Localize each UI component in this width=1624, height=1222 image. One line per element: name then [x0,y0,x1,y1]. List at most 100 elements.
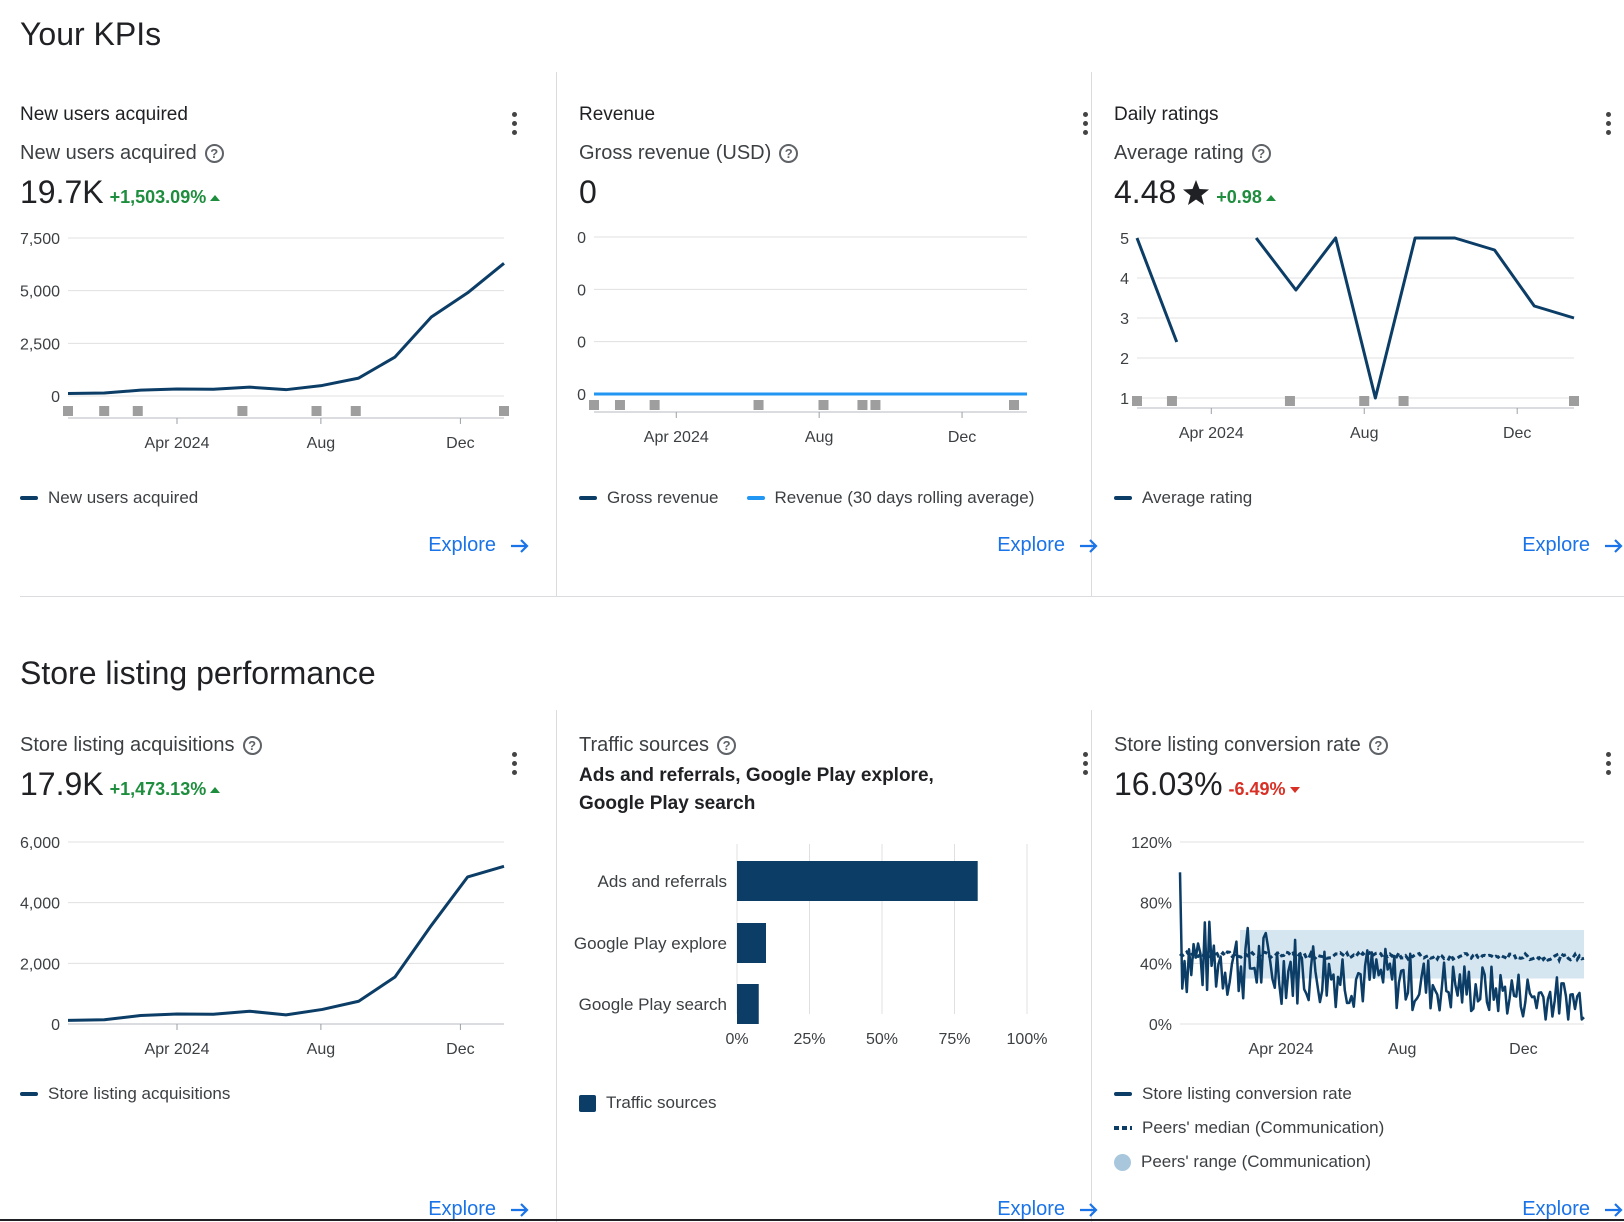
y-tick-label: 0 [51,389,60,406]
explore-link[interactable]: Explore [428,1198,530,1221]
metric-delta: +1,503.09% [110,187,221,208]
explore-label: Explore [997,1198,1065,1220]
chart-legend: Store listing conversion rate Peers' med… [1114,1084,1384,1172]
x-tick-label: Apr 2024 [145,435,210,452]
metric-value: 4.48 [1114,174,1177,210]
more-options-icon[interactable] [512,752,518,775]
card-traffic: Traffic sources ? Ads and referrals, Goo… [574,732,1099,1222]
y-tick-label: 6,000 [20,835,60,852]
arrow-right-icon [511,538,529,553]
divider [0,1219,1624,1221]
metric-label: Traffic sources ? [579,734,737,757]
metric-label: Store listing acquisitions ? [20,734,262,757]
metric-value: 0 [579,174,597,210]
ratings-chart: 5 4 3 2 1 Apr 2024 Aug Dec [1120,231,1579,442]
explore-link[interactable]: Explore [997,1198,1099,1221]
arrow-right-icon [511,1202,529,1217]
legend-item: Average rating [1114,488,1252,508]
annotation-marker [1009,400,1020,410]
card-title: Revenue [579,104,656,125]
metric-delta: +0.98 [1216,187,1276,208]
chart-legend: Traffic sources [579,1093,717,1113]
legend-item: Store listing conversion rate [1114,1084,1352,1104]
more-options-icon[interactable] [1606,112,1612,135]
metric-label: Store listing conversion rate ? [1114,734,1388,757]
x-tick-label: Apr 2024 [1249,1041,1314,1058]
legend-circle-icon [1114,1153,1131,1171]
help-icon[interactable]: ? [717,736,737,755]
x-tick-label: Apr 2024 [644,429,709,446]
y-tick-label: 80% [1140,896,1172,913]
explore-label: Explore [997,534,1065,556]
help-icon[interactable]: ? [779,144,799,163]
more-options-icon[interactable] [512,112,518,135]
metric-value-row: 16.03% -6.49% [1114,766,1300,803]
help-icon[interactable]: ? [1251,144,1271,163]
x-tick-label: Aug [1350,425,1378,442]
more-options-icon[interactable] [1606,752,1612,775]
annotation-marker [1132,396,1142,406]
y-tick-label: 120% [1131,835,1172,852]
help-icon[interactable]: ? [204,144,224,163]
annotation-marker [350,406,361,416]
chart-legend: Store listing acquisitions [20,1084,230,1104]
chart-legend: New users acquired [20,488,198,508]
annotation-marker [237,406,248,416]
legend-line-icon [20,496,38,500]
peers-median-line [1179,948,1585,965]
y-tick-label: 5 [1120,231,1129,248]
annotation-marker [649,400,660,410]
more-options-icon[interactable] [1083,752,1089,775]
legend-label: Revenue (30 days rolling average) [774,488,1035,507]
legend-item: Peers' median (Communication) [1114,1118,1384,1138]
help-icon[interactable]: ? [1368,736,1388,755]
metric-label-text: Traffic sources [579,734,710,756]
annotation-marker [589,400,599,410]
x-tick-label: Dec [1503,425,1531,442]
legend-line-icon [1114,496,1132,500]
help-icon[interactable]: ? [242,736,262,755]
legend-dotted-line-icon [1114,1126,1132,1130]
x-tick-label: Aug [805,429,833,446]
arrow-right-icon [1080,1202,1098,1217]
y-tick-label: 0 [577,387,586,404]
arrow-right-icon [1605,538,1623,553]
metric-label-text: Store listing conversion rate [1114,734,1361,756]
explore-link[interactable]: Explore [428,534,530,557]
metric-label: Average rating ? [1114,142,1271,165]
annotation-marker [1359,396,1370,406]
annotation-marker [1569,396,1579,406]
y-tick-label: 0 [577,335,586,352]
series-line [1135,237,1179,343]
y-tick-label: 4,000 [20,896,60,913]
y-tick-label: 2 [1120,351,1129,368]
explore-link[interactable]: Explore [1522,534,1624,557]
x-tick-label: Aug [307,1041,335,1058]
annotation-marker [99,406,110,416]
more-options-icon[interactable] [1083,112,1089,135]
acquisitions-chart: 6,000 4,000 2,000 0 Apr 2024 Aug Dec [20,835,505,1058]
card-new-users: New users acquired New users acquired ? … [20,104,540,564]
conversion-chart: 120% 80% 40% 0% Apr 2024 Aug Dec [1131,835,1585,1058]
legend-line-icon [1114,1092,1132,1096]
metric-value-row: 0 [579,174,597,211]
card-revenue: Revenue Gross revenue (USD) ? 0 0 0 0 0 Apr … [577,104,1099,564]
annotation-marker [1398,396,1409,406]
star-icon [1183,179,1210,205]
explore-label: Explore [1522,534,1590,556]
metric-value-row: 19.7K +1,503.09% [20,174,220,211]
metric-delta: +1,473.13% [110,779,221,800]
explore-link[interactable]: Explore [997,534,1099,557]
y-tick-label: 0 [577,282,586,299]
card-title: New users acquired [20,104,188,125]
explore-link[interactable]: Explore [1522,1198,1624,1221]
divider [556,72,557,596]
legend-line-icon [579,496,597,500]
chart-legend: Gross revenue Revenue (30 days rolling a… [579,488,1034,508]
legend-label: Peers' range (Communication) [1141,1152,1372,1171]
annotation-marker [857,400,868,410]
y-tick-label: 4 [1120,271,1129,288]
new-users-chart: 7,500 5,000 2,500 0 Apr 2024 Aug Dec [20,231,509,452]
legend-label: Peers' median (Communication) [1142,1118,1385,1137]
y-tick-label: 5,000 [20,284,60,301]
